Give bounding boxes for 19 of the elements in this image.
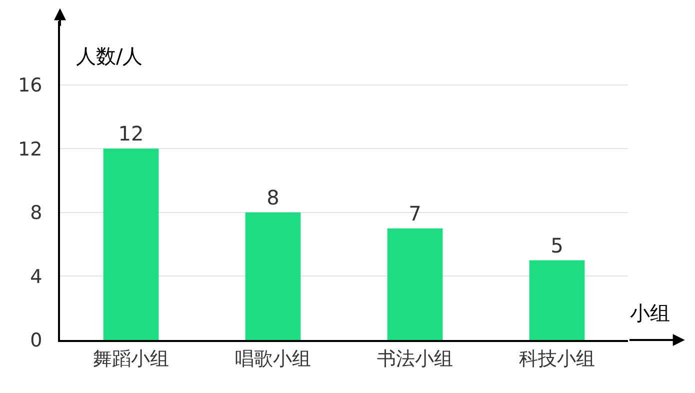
- bar: [529, 260, 585, 340]
- bar: [245, 212, 301, 340]
- data-label: 5: [550, 233, 564, 258]
- data-label: 12: [118, 122, 144, 146]
- x-tick-label: 唱歌小组: [235, 348, 311, 370]
- bar: [103, 148, 159, 340]
- x-tick-label: 舞蹈小组: [93, 348, 169, 370]
- x-tick-label: 书法小组: [377, 348, 453, 370]
- y-tick-label: 4: [30, 266, 42, 288]
- arrow-icon: 人数/人: [76, 44, 143, 68]
- arrow-icon: 小组: [630, 301, 670, 325]
- bar: [387, 228, 443, 340]
- y-tick-label: 16: [18, 74, 42, 96]
- data-label: 8: [266, 185, 280, 210]
- x-tick-label: 科技小组: [519, 348, 595, 370]
- y-tick-label: 0: [30, 330, 42, 352]
- y-tick-label: 8: [30, 202, 42, 224]
- data-label: 7: [408, 201, 422, 226]
- y-tick-label: 12: [18, 138, 42, 160]
